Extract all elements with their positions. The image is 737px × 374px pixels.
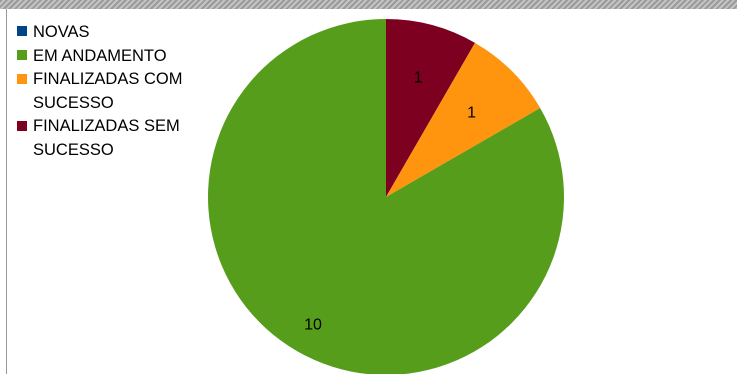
pie-slice-em-andamento: [208, 19, 564, 374]
legend-item-finalizadas-sem-sucesso: FINALIZADAS SEM SUCESSO: [14, 115, 244, 162]
legend-swatch-finalizadas-sem-sucesso: [17, 121, 27, 131]
pie-slice-finalizadas-com-sucesso: [386, 42, 541, 198]
legend-item-em-andamento: EM ANDAMENTO: [14, 44, 244, 68]
legend-label-em-andamento: EM ANDAMENTO: [33, 47, 167, 65]
chart-legend: NOVAS EM ANDAMENTO FINALIZADAS COM SUCES…: [14, 20, 244, 162]
legend-swatch-novas: [17, 26, 27, 36]
pie-label-finalizadas-com-sucesso: 1: [467, 104, 476, 121]
legend-swatch-em-andamento: [17, 50, 27, 60]
legend-swatch-finalizadas-com-sucesso: [17, 74, 27, 84]
chart-left-border: [6, 9, 7, 374]
legend-label-finalizadas-sem-sucesso: FINALIZADAS SEM SUCESSO: [33, 117, 180, 159]
pie-label-finalizadas-sem-sucesso: 1: [414, 70, 423, 87]
legend-label-novas: NOVAS: [33, 23, 90, 41]
legend-item-finalizadas-com-sucesso: FINALIZADAS COM SUCESSO: [14, 68, 244, 115]
legend-label-finalizadas-com-sucesso: FINALIZADAS COM SUCESSO: [33, 70, 183, 112]
pie-slice-finalizadas-sem-sucesso: [386, 19, 475, 197]
pie-label-em-andamento: 10: [304, 316, 322, 333]
chart-top-border: [0, 0, 737, 9]
legend-item-novas: NOVAS: [14, 20, 244, 44]
